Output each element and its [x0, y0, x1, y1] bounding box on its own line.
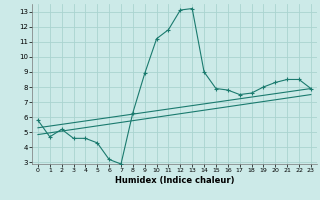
X-axis label: Humidex (Indice chaleur): Humidex (Indice chaleur): [115, 176, 234, 185]
